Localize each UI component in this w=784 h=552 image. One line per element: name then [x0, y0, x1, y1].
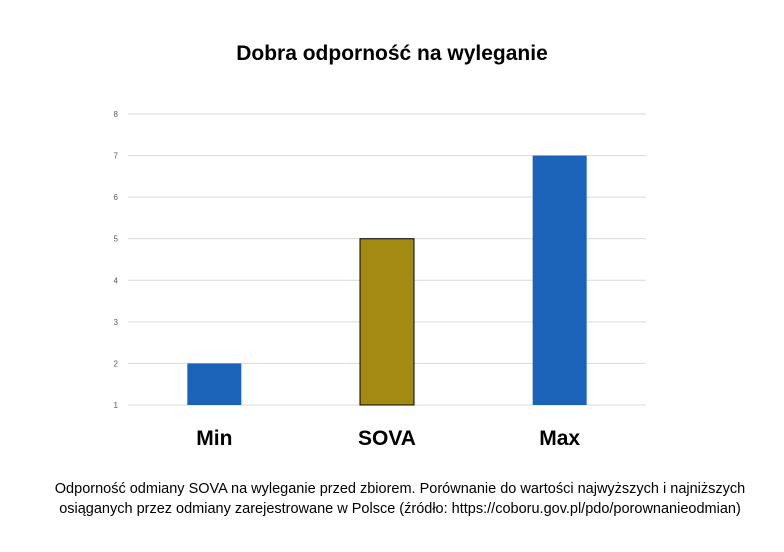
y-axis-ticks: 1 2 3 4 5 6 7 8	[114, 110, 119, 410]
y-tick-label: 1	[114, 401, 119, 410]
chart-title: Dobra odporność na wyleganie	[236, 42, 548, 65]
bars	[187, 155, 587, 406]
bar-sova	[359, 238, 415, 406]
y-tick-label: 5	[114, 235, 119, 244]
bar-max	[532, 155, 587, 405]
caption-line-1: Odporność odmiany SOVA na wyleganie prze…	[54, 481, 746, 497]
chart-caption: Odporność odmiany SOVA na wyleganie prze…	[30, 479, 770, 519]
bar-min	[187, 363, 242, 405]
y-tick-label: 2	[114, 359, 119, 368]
x-category-label: SOVA	[358, 427, 416, 450]
y-tick-label: 4	[114, 276, 119, 285]
y-tick-label: 3	[114, 318, 119, 327]
caption-line-2: osiąganych przez odmiany zarejestrowane …	[59, 501, 741, 517]
bar-chart: 1 2 3 4 5 6 7 8 Min SOVA Max	[114, 110, 646, 450]
y-tick-label: 6	[114, 193, 119, 202]
y-tick-label: 7	[114, 152, 119, 161]
y-tick-label: 8	[114, 110, 119, 119]
x-axis-labels: Min SOVA Max	[196, 427, 580, 450]
x-category-label: Max	[539, 427, 580, 450]
x-category-label: Min	[196, 427, 232, 450]
